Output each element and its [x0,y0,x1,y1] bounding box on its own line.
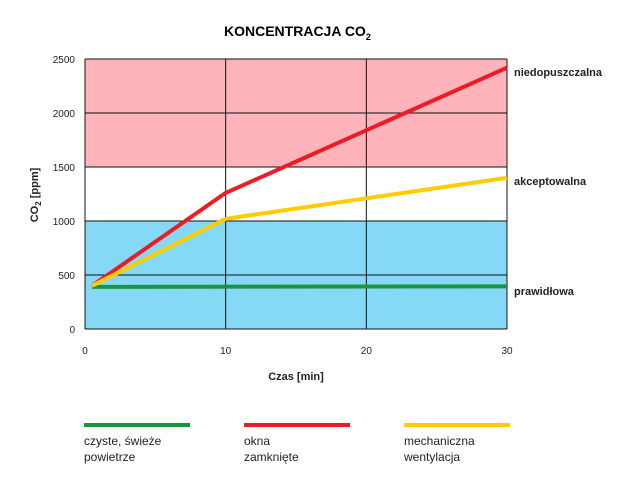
y-tick-label-1500: 1500 [53,163,76,174]
y-tick-label-500: 500 [58,271,75,282]
legend-label-closed-windows-line1: okna [244,434,270,448]
x-tick-label-10: 10 [220,346,232,357]
zone-label-prawidlowa: prawidłowa [514,286,575,298]
data-series [90,65,508,289]
y-axis-label-unit: [ppm] [29,167,41,201]
chart-title: KONCENTRACJA CO2 [224,23,371,42]
series-line-czyste-swieze-powietrze [92,284,508,289]
legend-label-closed-windows-line2: zamknięte [244,450,299,464]
y-tick-label-0: 0 [69,325,75,336]
y-axis-label-subscript: 2 [34,201,43,206]
legend-label-mechanical-ventilation-line1: mechaniczna [404,434,475,448]
series-line-mechaniczna-wentylacja [91,175,508,288]
x-axis-label: Czas [min] [268,371,324,383]
x-tick-label-30: 30 [501,346,513,357]
y-axis-label-main: CO [29,205,41,222]
y-axis-label: CO2 [ppm] [29,167,43,222]
zone-labels: niedopuszczalna akceptowalna prawidłowa [514,67,603,298]
legend: czyste, świeże powietrze okna zamknięte … [84,423,510,464]
y-tick-label-2500: 2500 [53,55,76,66]
y-tick-label-2000: 2000 [53,109,76,120]
axis-ticks: 0 500 1000 1500 2000 2500 0 10 20 30 [53,55,513,357]
series-line-okna-zamkniete [90,65,508,288]
chart-title-subscript: 2 [366,32,371,42]
legend-label-mechanical-ventilation-line2: wentylacja [403,450,460,464]
legend-label-fresh-air-line1: czyste, świeże [84,434,162,448]
zone-label-niedopuszczalna: niedopuszczalna [514,67,603,79]
x-tick-label-0: 0 [82,346,88,357]
y-tick-label-1000: 1000 [53,217,76,228]
zone-label-akceptowalna: akceptowalna [514,176,587,188]
legend-label-fresh-air-line2: powietrze [84,450,136,464]
x-tick-label-20: 20 [361,346,373,357]
zone-akceptowalna [85,167,507,221]
